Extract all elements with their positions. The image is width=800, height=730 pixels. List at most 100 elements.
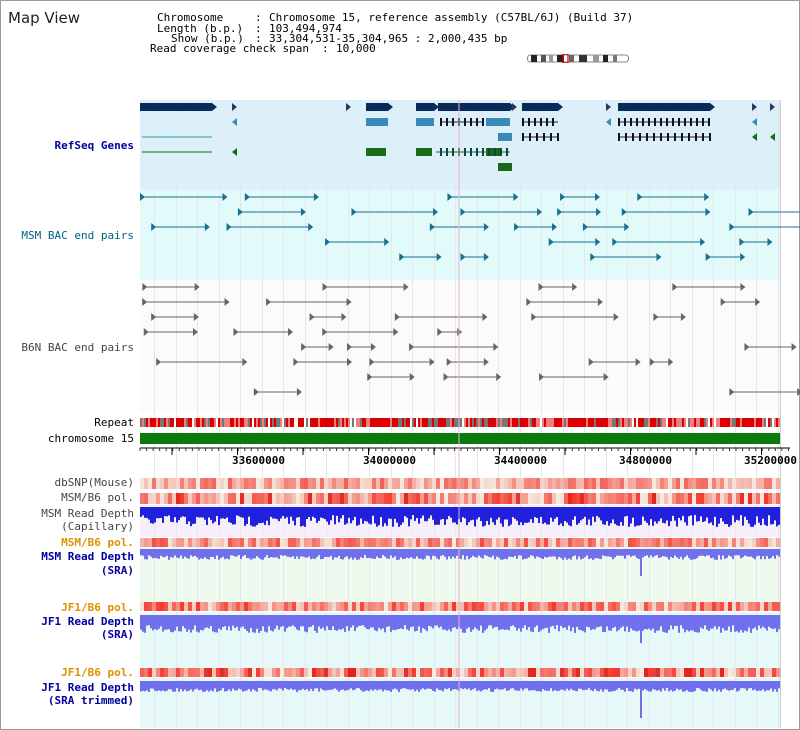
heatmap-cell bbox=[696, 478, 700, 489]
depth-bar bbox=[338, 615, 340, 630]
depth-bar bbox=[422, 615, 424, 629]
depth-bar bbox=[204, 549, 206, 558]
depth-bar bbox=[626, 681, 628, 689]
gene-exon bbox=[446, 118, 448, 126]
depth-bar bbox=[350, 615, 352, 628]
depth-bar bbox=[518, 615, 520, 629]
length-label: Length (b.p.) bbox=[157, 22, 244, 35]
repeat-block bbox=[268, 418, 270, 427]
heatmap-cell bbox=[396, 602, 400, 611]
depth-bar bbox=[508, 507, 510, 527]
depth-bar bbox=[332, 507, 334, 516]
depth-bar bbox=[362, 507, 364, 524]
repeat-block bbox=[670, 418, 672, 427]
repeat-block bbox=[216, 418, 218, 427]
heatmap-cell bbox=[392, 602, 396, 611]
heatmap-cell bbox=[480, 602, 484, 611]
repeat-block bbox=[656, 418, 658, 427]
label-msm-b6-pol-2: MSM/B6 pol. bbox=[61, 536, 134, 549]
repeat-block bbox=[256, 418, 258, 427]
heatmap-cell bbox=[276, 493, 280, 504]
depth-bar bbox=[394, 681, 396, 689]
heatmap-cell bbox=[332, 478, 336, 489]
depth-bar bbox=[214, 615, 216, 633]
depth-bar bbox=[470, 549, 472, 558]
depth-bar bbox=[238, 615, 240, 631]
heatmap-cell bbox=[768, 478, 772, 489]
depth-bar bbox=[632, 615, 634, 631]
heatmap-cell bbox=[516, 493, 520, 504]
heatmap-cell bbox=[608, 602, 612, 611]
depth-bar bbox=[294, 549, 296, 559]
depth-bar bbox=[376, 507, 378, 527]
depth-bar bbox=[390, 681, 392, 692]
depth-bar bbox=[758, 615, 760, 626]
depth-bar bbox=[520, 615, 522, 632]
heatmap-cell bbox=[436, 493, 440, 504]
heatmap-cell bbox=[604, 478, 608, 489]
depth-bar bbox=[372, 549, 374, 559]
heatmap-cell bbox=[748, 478, 752, 489]
heatmap-cell bbox=[140, 478, 144, 489]
depth-bar bbox=[400, 681, 402, 690]
depth-bar bbox=[154, 549, 156, 558]
msm-bac-end bbox=[151, 223, 157, 231]
depth-bar bbox=[552, 615, 554, 626]
heatmap-cell bbox=[648, 538, 652, 547]
b6n-bac-end bbox=[526, 298, 532, 306]
depth-bar bbox=[472, 681, 474, 690]
depth-bar bbox=[610, 681, 612, 692]
depth-bar bbox=[736, 549, 738, 556]
heatmap-cell bbox=[156, 668, 160, 677]
depth-bar bbox=[194, 615, 196, 626]
heatmap-cell bbox=[416, 602, 420, 611]
depth-bar bbox=[160, 681, 162, 692]
depth-bar bbox=[206, 507, 208, 525]
heatmap-cell bbox=[480, 493, 484, 504]
heatmap-cell bbox=[392, 538, 396, 547]
b6n-bac-end bbox=[496, 373, 502, 381]
depth-bar bbox=[454, 615, 456, 628]
gene-exon bbox=[534, 118, 536, 126]
heatmap-cell bbox=[344, 668, 348, 677]
heatmap-cell bbox=[564, 538, 568, 547]
heatmap-cell bbox=[692, 538, 696, 547]
depth-bar bbox=[530, 507, 532, 520]
heatmap-cell bbox=[716, 668, 720, 677]
depth-bar bbox=[740, 681, 742, 689]
depth-bar bbox=[640, 507, 642, 525]
depth-bar bbox=[644, 615, 646, 629]
heatmap-cell bbox=[400, 493, 404, 504]
heatmap-cell bbox=[716, 478, 720, 489]
heatmap-cell bbox=[584, 493, 588, 504]
heatmap-cell bbox=[400, 602, 404, 611]
gene-exon bbox=[522, 118, 524, 126]
depth-bar bbox=[234, 549, 236, 557]
heatmap-cell bbox=[208, 493, 212, 504]
depth-bar bbox=[644, 681, 646, 690]
heatmap-cell bbox=[612, 602, 616, 611]
depth-bar bbox=[160, 549, 162, 556]
depth-bar bbox=[500, 507, 502, 524]
heatmap-cell bbox=[400, 668, 404, 677]
depth-bar bbox=[488, 681, 490, 689]
heatmap-cell bbox=[664, 668, 668, 677]
heatmap-cell bbox=[404, 493, 408, 504]
depth-bar bbox=[644, 549, 646, 557]
depth-bar bbox=[418, 549, 420, 559]
depth-bar bbox=[474, 615, 476, 628]
heatmap-cell bbox=[340, 478, 344, 489]
heatmap-cell bbox=[328, 668, 332, 677]
depth-bar bbox=[436, 507, 438, 525]
chromosome-ideogram[interactable] bbox=[527, 54, 630, 63]
depth-bar bbox=[240, 681, 242, 690]
depth-bar bbox=[226, 615, 228, 631]
heatmap-cell bbox=[488, 538, 492, 547]
depth-bar bbox=[406, 549, 408, 558]
depth-bar bbox=[288, 549, 290, 557]
repeat-block bbox=[232, 418, 234, 427]
heatmap-cell bbox=[140, 602, 144, 611]
depth-bar bbox=[424, 681, 426, 690]
depth-bar bbox=[328, 549, 330, 558]
